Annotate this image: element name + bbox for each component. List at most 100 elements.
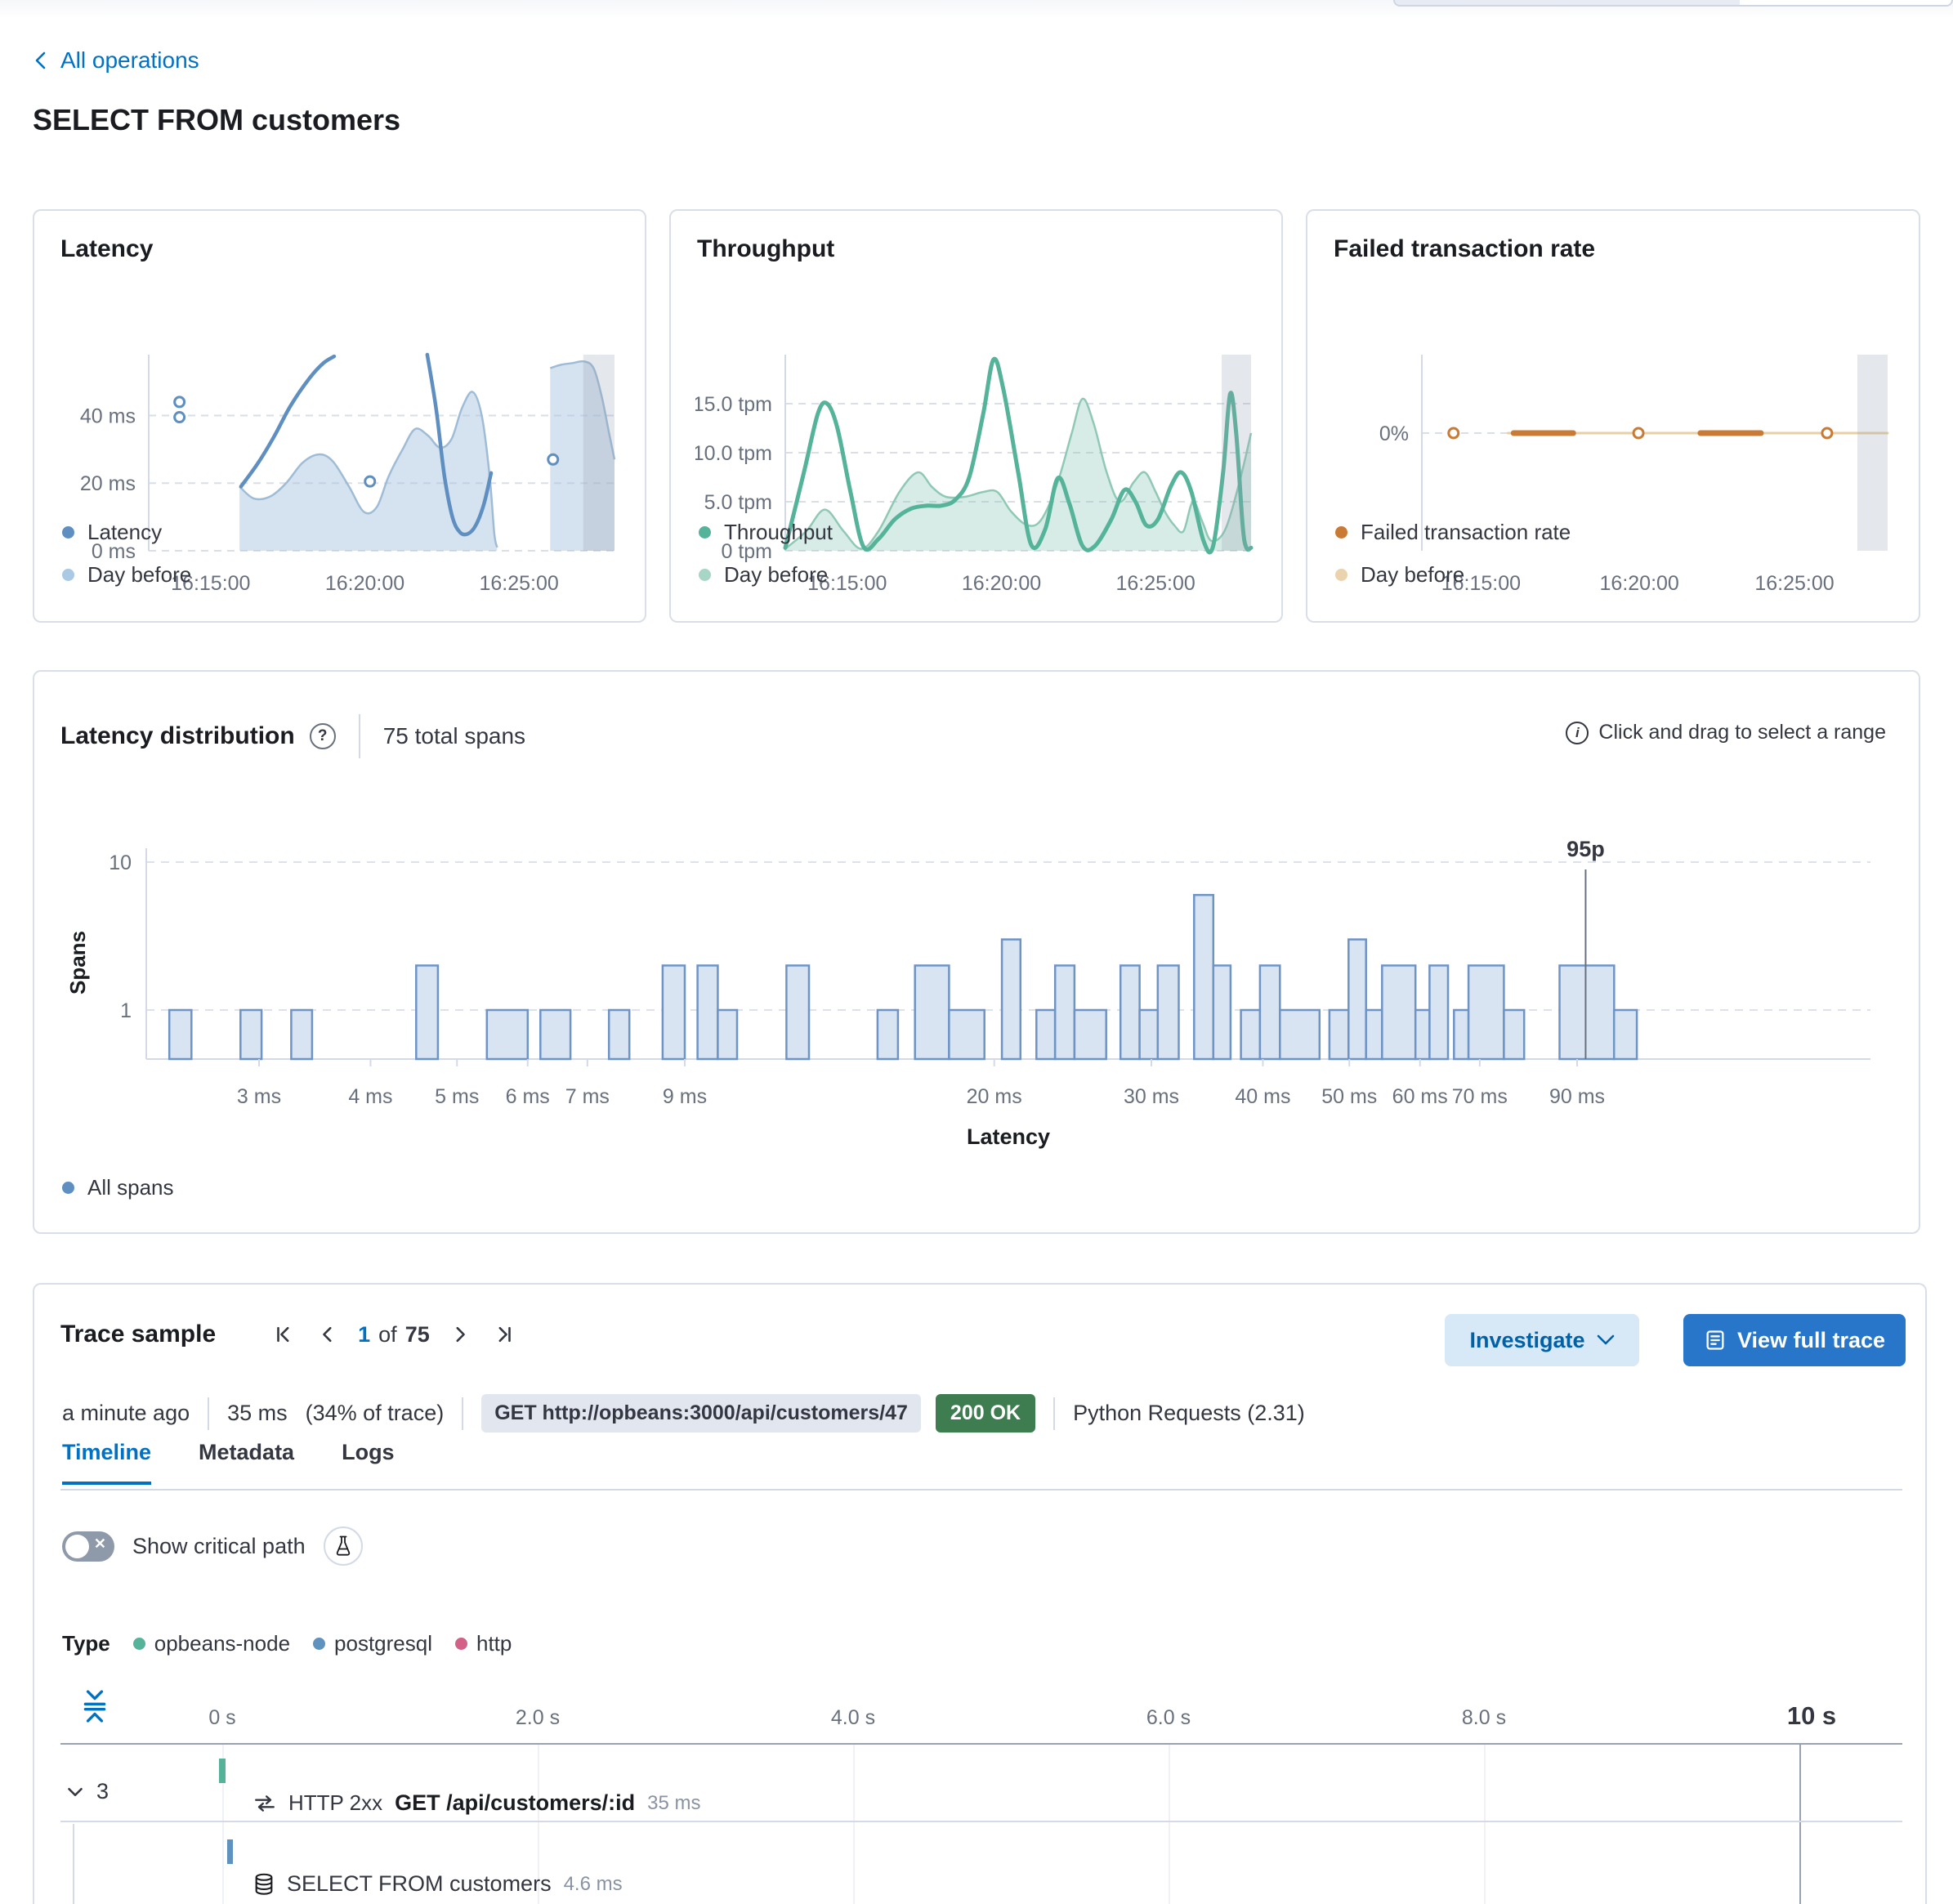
- throughput-chart[interactable]: 15.0 tpm 10.0 tpm 5.0 tpm 0 tpm 16:15:00 16:2…: [695, 348, 1259, 601]
- transaction-duration-bar[interactable]: [219, 1759, 226, 1783]
- collapse-all-icon[interactable]: [82, 1690, 108, 1723]
- svg-text:16:25:00: 16:25:00: [479, 572, 558, 595]
- indent-guide: [73, 1824, 74, 1904]
- last-page-button[interactable]: [490, 1321, 518, 1348]
- svg-text:Spans: Spans: [65, 931, 90, 994]
- child-count: 3: [96, 1779, 109, 1803]
- latency-distribution-chart[interactable]: 10 1 3 ms 4 ms 5 ms 6 ms 7 ms 9 ms 20 ms 30 ms 40 …: [60, 832, 1896, 1175]
- accordion-toggle[interactable]: 3: [67, 1779, 109, 1804]
- trace-summary-row: a minute ago 35 ms (34% of trace) GET ht…: [62, 1394, 1305, 1432]
- breadcrumb-all-operations[interactable]: All operations: [33, 47, 199, 74]
- tab-divider: [60, 1489, 1902, 1491]
- divider: [208, 1397, 210, 1430]
- latency-distribution-header: Latency distribution ? 75 total spans: [60, 714, 525, 758]
- legend-item-all-spans[interactable]: All spans: [62, 1175, 174, 1200]
- legend-item-day-before[interactable]: Day before: [62, 562, 191, 588]
- select-range-hint: i Click and drag to select a range: [1566, 721, 1886, 744]
- legend-item-day-before[interactable]: Day before: [1335, 562, 1464, 588]
- span-duration-bar[interactable]: [227, 1839, 233, 1864]
- database-icon: [253, 1873, 275, 1896]
- svg-text:60 ms: 60 ms: [1392, 1085, 1448, 1108]
- svg-text:16:20:00: 16:20:00: [325, 572, 404, 595]
- svg-text:50 ms: 50 ms: [1321, 1085, 1377, 1108]
- timeline-tick: 0 s: [208, 1706, 236, 1729]
- svg-text:90 ms: 90 ms: [1549, 1085, 1605, 1108]
- svg-text:6 ms: 6 ms: [506, 1085, 550, 1108]
- type-legend: Type opbeans-node postgresql http: [62, 1631, 512, 1656]
- waterfall-gridline: [1484, 1745, 1486, 1904]
- legend-label: Failed transaction rate: [1361, 520, 1571, 544]
- total-pages: 75: [404, 1321, 430, 1347]
- svg-text:10: 10: [109, 851, 132, 874]
- legend-dot: [62, 526, 74, 539]
- svg-text:0%: 0%: [1379, 422, 1409, 445]
- type-item-postgresql: postgresql: [313, 1631, 432, 1656]
- chevron-left-icon: [33, 51, 51, 70]
- legend-label: Day before: [724, 562, 829, 587]
- investigate-button[interactable]: Investigate: [1445, 1314, 1639, 1366]
- svg-text:40 ms: 40 ms: [1235, 1085, 1290, 1108]
- status-badge: 200 OK: [935, 1394, 1036, 1432]
- beaker-icon: [333, 1535, 353, 1557]
- legend-label: Day before: [87, 562, 192, 587]
- svg-text:16:15:00: 16:15:00: [1441, 572, 1521, 595]
- show-critical-path-toggle[interactable]: ✕: [62, 1531, 114, 1562]
- legend-item-latency[interactable]: Latency: [62, 520, 162, 545]
- next-page-button[interactable]: [446, 1321, 474, 1348]
- first-page-button[interactable]: [270, 1321, 297, 1348]
- trace-pagination: 1 of 75: [270, 1321, 518, 1348]
- span-name: SELECT FROM customers: [287, 1871, 552, 1896]
- svg-text:30 ms: 30 ms: [1124, 1085, 1179, 1108]
- transaction-duration: 35 ms: [647, 1791, 701, 1814]
- svg-text:5.0 tpm: 5.0 tpm: [704, 491, 772, 514]
- latency-card-title: Latency: [60, 235, 154, 262]
- type-item-label: postgresql: [334, 1631, 432, 1656]
- svg-text:10.0 tpm: 10.0 tpm: [695, 442, 772, 465]
- svg-text:70 ms: 70 ms: [1452, 1085, 1508, 1108]
- trace-percent-of-trace: (34% of trace): [305, 1401, 445, 1425]
- svg-text:95p: 95p: [1566, 837, 1605, 861]
- legend-item-day-before[interactable]: Day before: [699, 562, 828, 588]
- waterfall-row-span[interactable]: SELECT FROM customers 4.6 ms: [60, 1824, 1902, 1904]
- waterfall-gridline: [1169, 1745, 1170, 1904]
- divider: [1053, 1397, 1056, 1430]
- toggle-off-x-icon: ✕: [93, 1535, 106, 1552]
- timeline-tick: 8.0 s: [1461, 1706, 1507, 1729]
- legend-item-throughput[interactable]: Throughput: [699, 520, 833, 545]
- failed-rate-chart[interactable]: 0% 16:15:00 16:20:00 16:25:00: [1332, 348, 1896, 601]
- view-full-trace-label: View full trace: [1736, 1327, 1886, 1352]
- chevron-down-icon: [1597, 1334, 1615, 1346]
- legend-label: Throughput: [724, 520, 833, 544]
- info-icon: i: [1566, 721, 1589, 744]
- help-icon[interactable]: ?: [309, 723, 336, 749]
- request-url-badge: GET http://opbeans:3000/api/customers/47: [481, 1394, 921, 1432]
- failed-rate-card-title: Failed transaction rate: [1334, 235, 1596, 262]
- trace-sample-title: Trace sample: [60, 1321, 217, 1348]
- type-item-http: http: [455, 1631, 512, 1656]
- legend-label: Latency: [87, 520, 163, 544]
- svg-text:15.0 tpm: 15.0 tpm: [695, 393, 772, 416]
- trace-waterfall: 3 HTTP 2xx GET /api/customers/:id 35 ms: [60, 1743, 1902, 1904]
- legend-dot: [62, 569, 74, 581]
- tab-timeline[interactable]: Timeline: [62, 1440, 152, 1485]
- trace-tabs: Timeline Metadata Logs: [62, 1440, 395, 1485]
- legend-label: Day before: [1361, 562, 1465, 587]
- latency-distribution-title: Latency distribution: [60, 722, 295, 749]
- view-full-trace-button[interactable]: View full trace: [1683, 1314, 1906, 1366]
- legend-label: All spans: [87, 1175, 174, 1200]
- legend-item-failed-rate[interactable]: Failed transaction rate: [1335, 520, 1571, 545]
- waterfall-total-duration-line: [1799, 1745, 1801, 1904]
- tab-metadata[interactable]: Metadata: [199, 1440, 295, 1464]
- previous-page-button[interactable]: [314, 1321, 342, 1348]
- waterfall-row-transaction[interactable]: 3 HTTP 2xx GET /api/customers/:id 35 ms: [60, 1745, 1902, 1822]
- svg-text:7 ms: 7 ms: [565, 1085, 610, 1108]
- svg-text:1: 1: [120, 999, 132, 1022]
- failed-rate-card: Failed transaction rate 0% 16:15:00 16:20:…: [1306, 209, 1920, 623]
- throughput-card: Throughput 15.0 tpm 10.0 tpm 5.0 tpm 0 tpm 1…: [669, 209, 1283, 623]
- divider: [462, 1397, 464, 1430]
- legend-dot: [699, 569, 711, 581]
- show-critical-path-label: Show critical path: [132, 1533, 306, 1558]
- latency-chart[interactable]: 40 ms 20 ms 0 ms 16:15:00 16:20:00 16:25:00: [59, 348, 623, 601]
- tab-logs[interactable]: Logs: [342, 1440, 395, 1464]
